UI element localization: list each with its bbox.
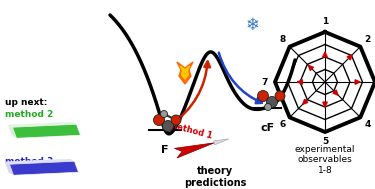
Text: up next:: up next:: [5, 98, 47, 107]
Polygon shape: [12, 124, 80, 138]
Polygon shape: [6, 159, 75, 173]
Text: F: F: [161, 145, 169, 155]
Circle shape: [171, 115, 181, 125]
Text: theory
predictions: theory predictions: [184, 166, 246, 188]
Polygon shape: [6, 160, 75, 174]
Polygon shape: [7, 160, 76, 174]
Polygon shape: [8, 122, 76, 136]
Text: method 1: method 1: [167, 120, 213, 140]
Polygon shape: [214, 139, 229, 145]
Polygon shape: [180, 66, 190, 79]
Circle shape: [160, 111, 168, 118]
Polygon shape: [11, 123, 79, 138]
Text: 1: 1: [322, 18, 328, 26]
Circle shape: [153, 115, 165, 125]
Text: ❄: ❄: [245, 16, 259, 34]
Polygon shape: [9, 161, 78, 175]
Polygon shape: [10, 123, 78, 137]
Circle shape: [264, 104, 272, 111]
Polygon shape: [9, 122, 77, 136]
Polygon shape: [177, 62, 193, 84]
Polygon shape: [5, 159, 74, 173]
Text: 6: 6: [279, 120, 286, 129]
Circle shape: [162, 121, 174, 132]
Circle shape: [258, 91, 268, 101]
Text: method 2: method 2: [5, 110, 53, 119]
Polygon shape: [9, 161, 78, 175]
Circle shape: [275, 91, 285, 101]
Text: 7: 7: [262, 77, 268, 87]
Text: cF: cF: [261, 123, 275, 133]
Polygon shape: [9, 123, 78, 137]
Text: 2: 2: [364, 35, 370, 44]
Polygon shape: [174, 143, 214, 158]
Polygon shape: [12, 124, 81, 138]
Polygon shape: [8, 160, 77, 174]
Text: 8: 8: [279, 35, 286, 44]
Text: method 3: method 3: [5, 157, 53, 166]
Text: 4: 4: [364, 120, 370, 129]
Text: experimental
observables
1-8: experimental observables 1-8: [295, 145, 355, 175]
Text: 5: 5: [322, 138, 328, 146]
Circle shape: [267, 97, 278, 108]
